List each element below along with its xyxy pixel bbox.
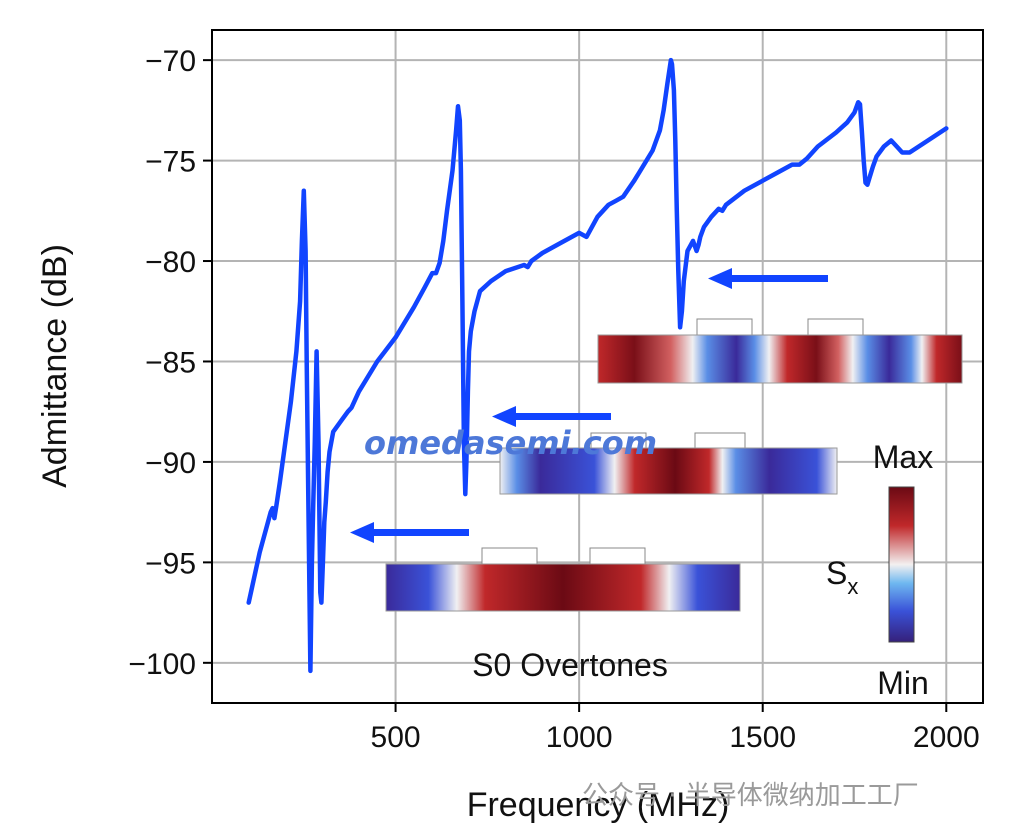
electrode-3b bbox=[589, 547, 646, 565]
plot-frame bbox=[211, 29, 984, 704]
y-tick-label: −95 bbox=[145, 547, 196, 580]
colorbar-title-subscript: x bbox=[847, 574, 858, 599]
colorbar-title-main: S bbox=[826, 555, 847, 591]
arrow-head-3rd bbox=[708, 268, 732, 289]
s0-overtones-label: S0 Overtones bbox=[472, 647, 668, 683]
admittance-series-line bbox=[246, 57, 949, 674]
y-tick-label: −90 bbox=[145, 447, 196, 480]
arrow-shaft-1st bbox=[370, 529, 469, 536]
arrow-head-1st bbox=[350, 522, 374, 543]
arrow-shaft-3rd bbox=[728, 275, 828, 282]
x-axis-label: Frequency (MHz) bbox=[467, 786, 730, 824]
ticks: 500 1000 1500 2000 −70 −75 −80 −85 −90 −95 −100 bbox=[128, 45, 979, 754]
colorbar-max-label: Max bbox=[873, 439, 933, 475]
y-tick-label: −85 bbox=[145, 346, 196, 379]
wechat-watermark: 公众号 · 半导体微纳加工工厂 bbox=[582, 781, 919, 811]
electrode-2b bbox=[694, 432, 746, 450]
electrode-1a bbox=[696, 318, 753, 336]
y-tick-label: −75 bbox=[145, 146, 196, 179]
colorbar-title: Sx bbox=[826, 555, 858, 599]
arrow-head-2nd bbox=[492, 406, 516, 427]
y-tick-label: −70 bbox=[145, 45, 196, 78]
x-tick-label: 1500 bbox=[729, 721, 796, 754]
y-tick-label: −80 bbox=[145, 246, 196, 279]
x-tick-label: 500 bbox=[371, 721, 421, 754]
pointer-arrows bbox=[350, 268, 828, 543]
y-tick-label: −100 bbox=[128, 648, 196, 681]
x-tick-label: 1000 bbox=[546, 721, 613, 754]
electrode-1b bbox=[807, 318, 864, 336]
colorbar bbox=[888, 486, 915, 643]
x-tick-label: 2000 bbox=[913, 721, 980, 754]
mode-strip-1st bbox=[385, 563, 741, 612]
colorbar-min-label: Min bbox=[877, 665, 929, 701]
mode-shape-insets bbox=[385, 318, 963, 612]
y-axis-label: Admittance (dB) bbox=[36, 244, 74, 488]
watermark-text: omedasemi.com bbox=[364, 424, 657, 462]
arrow-shaft-2nd bbox=[512, 413, 611, 420]
electrode-3a bbox=[481, 547, 538, 565]
mode-strip-2nd bbox=[499, 447, 838, 495]
mode-strip-3rd bbox=[597, 334, 963, 384]
